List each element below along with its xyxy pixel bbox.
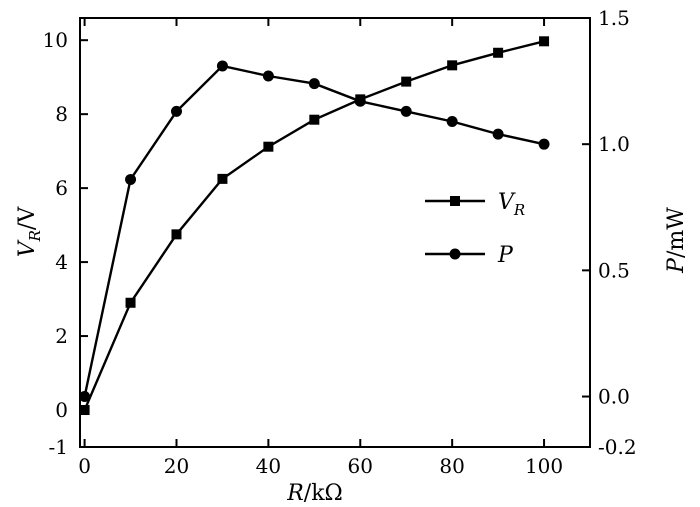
y-left-tick-label: 10 xyxy=(43,28,68,52)
vr-point xyxy=(79,405,90,416)
x-tick-label: 60 xyxy=(348,454,373,478)
y-right-tick-label: 1.5 xyxy=(598,6,630,30)
vr-point xyxy=(539,36,550,47)
p-point xyxy=(125,174,137,186)
axes: 0 20 40 60 80 100 -1 0 2 4 6 8 10 -0.2 0.0 0.5 1.0 1.5 xyxy=(43,6,637,478)
p-point xyxy=(446,115,458,127)
x-tick-label: 40 xyxy=(256,454,281,478)
y-right-tick-label: 0.5 xyxy=(598,258,630,282)
p-point xyxy=(216,60,228,72)
y-left-axis-title: VR/V xyxy=(15,206,44,258)
legend-marker xyxy=(449,248,461,260)
vr-point xyxy=(493,47,504,58)
vr-point xyxy=(171,229,182,240)
legend-marker xyxy=(450,196,460,206)
y-left-tick-label: 2 xyxy=(55,324,68,348)
legend-label-vr: VR xyxy=(498,190,525,219)
p-point xyxy=(79,391,91,403)
y-right-tick-label: 0.0 xyxy=(598,385,630,409)
legend-label-p: P xyxy=(497,243,514,268)
vr-point xyxy=(309,114,320,125)
p-point xyxy=(170,105,182,117)
plot-area xyxy=(79,36,550,416)
p-point xyxy=(354,95,366,107)
p-point xyxy=(262,70,274,82)
p-point xyxy=(308,78,320,90)
y-left-tick-label: -1 xyxy=(49,435,68,459)
plot-frame xyxy=(79,17,591,448)
legend: VR P xyxy=(425,190,525,268)
vr-point xyxy=(125,297,136,308)
vr-point xyxy=(263,141,274,152)
y-left-tick-label: 6 xyxy=(55,176,68,200)
y-right-axis-title: P/mW xyxy=(664,207,689,274)
y-left-tick-label: 8 xyxy=(55,102,68,126)
p-point xyxy=(400,105,412,117)
x-tick-label: 100 xyxy=(525,454,563,478)
x-tick-label: 0 xyxy=(78,454,91,478)
x-axis-title: R/kΩ xyxy=(286,481,343,506)
x-tick-label: 20 xyxy=(164,454,189,478)
y-left-tick-label: 4 xyxy=(55,250,68,274)
y-right-tick-label: 1.0 xyxy=(598,132,630,156)
series-line-vr xyxy=(83,40,545,411)
p-point xyxy=(492,128,504,140)
y-left-tick-label: 0 xyxy=(55,398,68,422)
y-right-tick-label: -0.2 xyxy=(598,435,637,459)
p-point xyxy=(538,138,550,150)
x-tick-label: 80 xyxy=(439,454,464,478)
vr-point xyxy=(447,60,458,71)
vr-point xyxy=(217,173,228,184)
vr-point xyxy=(401,76,412,87)
axis-titles: R/kΩ VR/V P/mW xyxy=(15,206,689,506)
